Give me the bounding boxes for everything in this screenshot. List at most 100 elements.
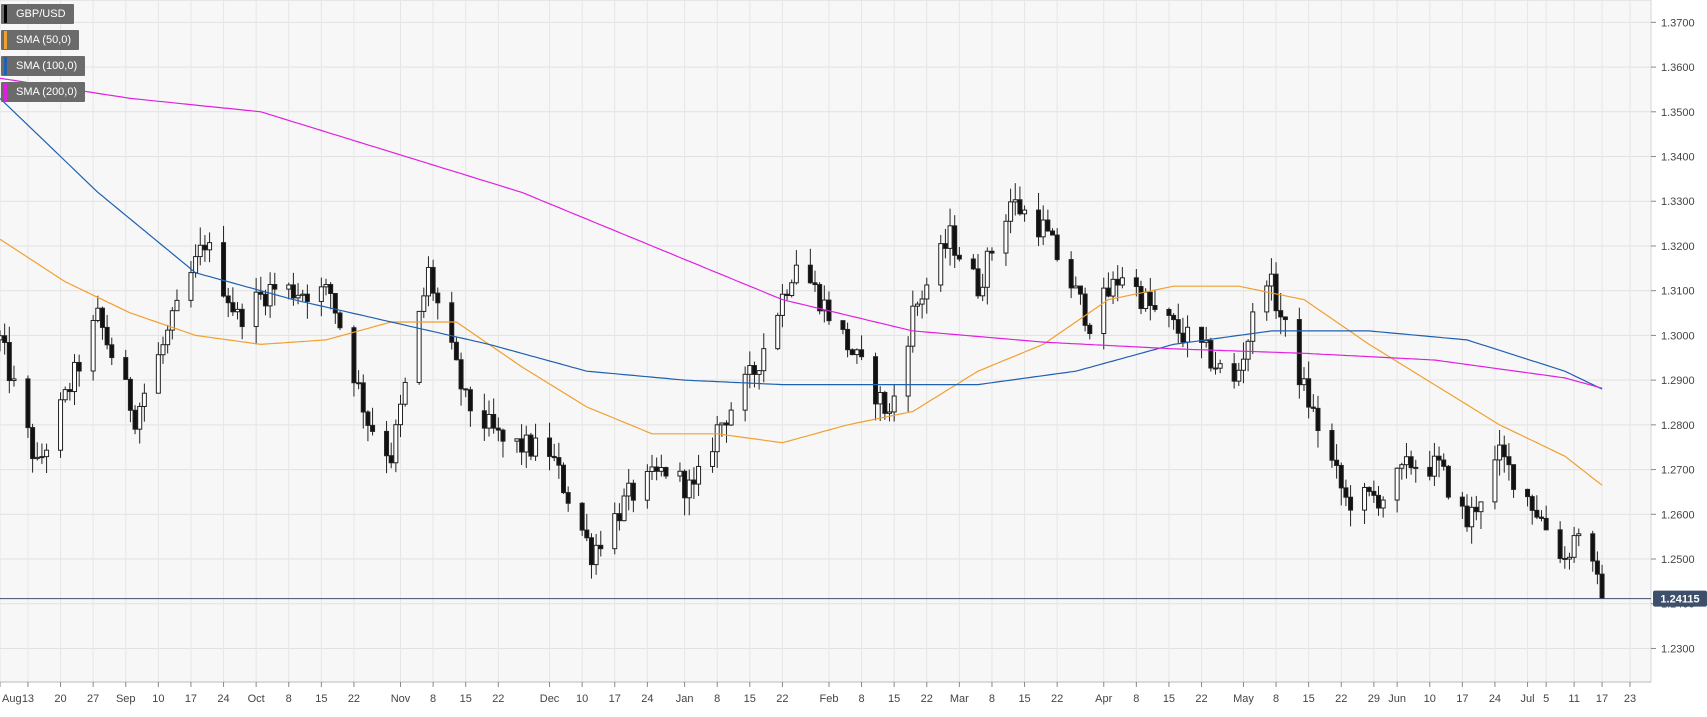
- candle-down: [67, 389, 73, 393]
- candle-down: [202, 244, 208, 251]
- candle-up: [421, 295, 427, 312]
- candle-up: [486, 413, 492, 429]
- candle-up: [761, 348, 767, 372]
- x-tick-label: 24: [641, 693, 653, 705]
- candle-up: [1022, 209, 1028, 215]
- candle-up: [514, 438, 520, 442]
- x-tick-label: Apr: [1095, 693, 1112, 705]
- candle-down: [1539, 516, 1545, 519]
- candle-up: [1040, 219, 1046, 238]
- candle-up: [1301, 378, 1307, 386]
- candle-down: [1562, 557, 1568, 560]
- candle-up: [295, 294, 301, 299]
- legend-label-sma50: SMA (50,0): [16, 34, 72, 46]
- candle-up: [1236, 369, 1242, 382]
- candle-up: [44, 449, 50, 458]
- candle-down: [1306, 378, 1312, 408]
- candle-down: [123, 357, 129, 380]
- candle-down: [1068, 259, 1074, 289]
- candle-down: [873, 356, 879, 405]
- candle-down: [989, 250, 995, 254]
- candle-down: [1501, 444, 1507, 458]
- candle-down: [1366, 486, 1372, 492]
- candle-up: [626, 482, 632, 497]
- candle-up: [174, 299, 180, 312]
- candle-down: [1590, 533, 1596, 562]
- x-tick-label: 13: [22, 693, 34, 705]
- legend-item-sma50[interactable]: SMA (50,0): [1, 30, 80, 50]
- candle-up: [1101, 287, 1107, 335]
- legend-swatch-sma50: [4, 31, 7, 49]
- candle-up: [756, 370, 762, 375]
- y-tick-label: 1.2500: [1661, 554, 1695, 566]
- candle-down: [1278, 310, 1284, 318]
- x-tick-label: 10: [576, 693, 588, 705]
- candle-down: [807, 264, 813, 284]
- candle-down: [272, 284, 278, 290]
- candle-down: [1282, 316, 1288, 321]
- candle-down: [453, 341, 459, 361]
- candle-down: [365, 411, 371, 426]
- candle-down: [370, 424, 376, 432]
- y-tick-label: 1.3000: [1661, 330, 1695, 342]
- candle-up: [1394, 467, 1400, 501]
- legend-item-sma200[interactable]: SMA (200,0): [1, 82, 86, 102]
- candle-up: [677, 470, 683, 477]
- candle-up: [1571, 535, 1577, 558]
- candle-up: [980, 286, 986, 297]
- candle-down: [1436, 455, 1442, 461]
- candle-up: [165, 329, 171, 346]
- candle-up: [1566, 556, 1572, 560]
- candle-down: [258, 291, 264, 295]
- candle-down: [127, 378, 133, 411]
- x-tick-label: 5: [1543, 693, 1549, 705]
- candle-down: [99, 307, 105, 328]
- candle-down: [1213, 367, 1219, 370]
- last-price-label: 1.24115: [1660, 594, 1699, 606]
- candle-down: [221, 242, 227, 297]
- x-tick-label: 15: [1018, 693, 1030, 705]
- candle-up: [318, 286, 324, 302]
- candle-down: [1231, 363, 1237, 382]
- candle-up: [34, 456, 40, 460]
- candle-down: [849, 349, 855, 356]
- x-tick-label: 10: [1424, 693, 1436, 705]
- candle-down: [663, 467, 669, 477]
- x-tick-label: 15: [1303, 693, 1315, 705]
- candle-up: [197, 244, 203, 258]
- candle-up: [1399, 464, 1405, 469]
- candle-down: [262, 293, 268, 307]
- candle-up: [924, 284, 930, 300]
- candle-down: [430, 266, 436, 294]
- candle-down: [1082, 293, 1088, 326]
- x-tick-label: Sep: [116, 693, 136, 705]
- x-tick-label: 8: [859, 693, 865, 705]
- candle-up: [1012, 199, 1018, 203]
- candle-up: [141, 392, 147, 407]
- candle-up: [658, 467, 664, 472]
- y-tick-label: 1.3700: [1661, 17, 1695, 29]
- candle-down: [817, 284, 823, 312]
- legend-item-gbpusd[interactable]: GBP/USD: [1, 4, 74, 24]
- candle-up: [686, 479, 692, 499]
- candle-up: [95, 307, 101, 321]
- candle-down: [1459, 496, 1465, 507]
- x-tick-label: 22: [921, 693, 933, 705]
- candle-up: [235, 308, 241, 313]
- candle-down: [1376, 494, 1382, 509]
- x-tick-label: Jan: [676, 693, 694, 705]
- y-tick-label: 1.2600: [1661, 509, 1695, 521]
- x-tick-label: 24: [1489, 693, 1501, 705]
- x-tick-label: 8: [430, 693, 436, 705]
- y-tick-label: 1.2300: [1661, 643, 1695, 655]
- legend-item-sma100[interactable]: SMA (100,0): [1, 56, 86, 76]
- x-tick-label: Mar: [950, 693, 969, 705]
- candle-down: [304, 293, 310, 302]
- candle-up: [523, 434, 529, 453]
- candle-down: [584, 529, 590, 539]
- x-tick-label: 23: [1624, 693, 1636, 705]
- candle-up: [1431, 455, 1437, 477]
- candle-up: [914, 303, 920, 307]
- candle-up: [416, 310, 422, 383]
